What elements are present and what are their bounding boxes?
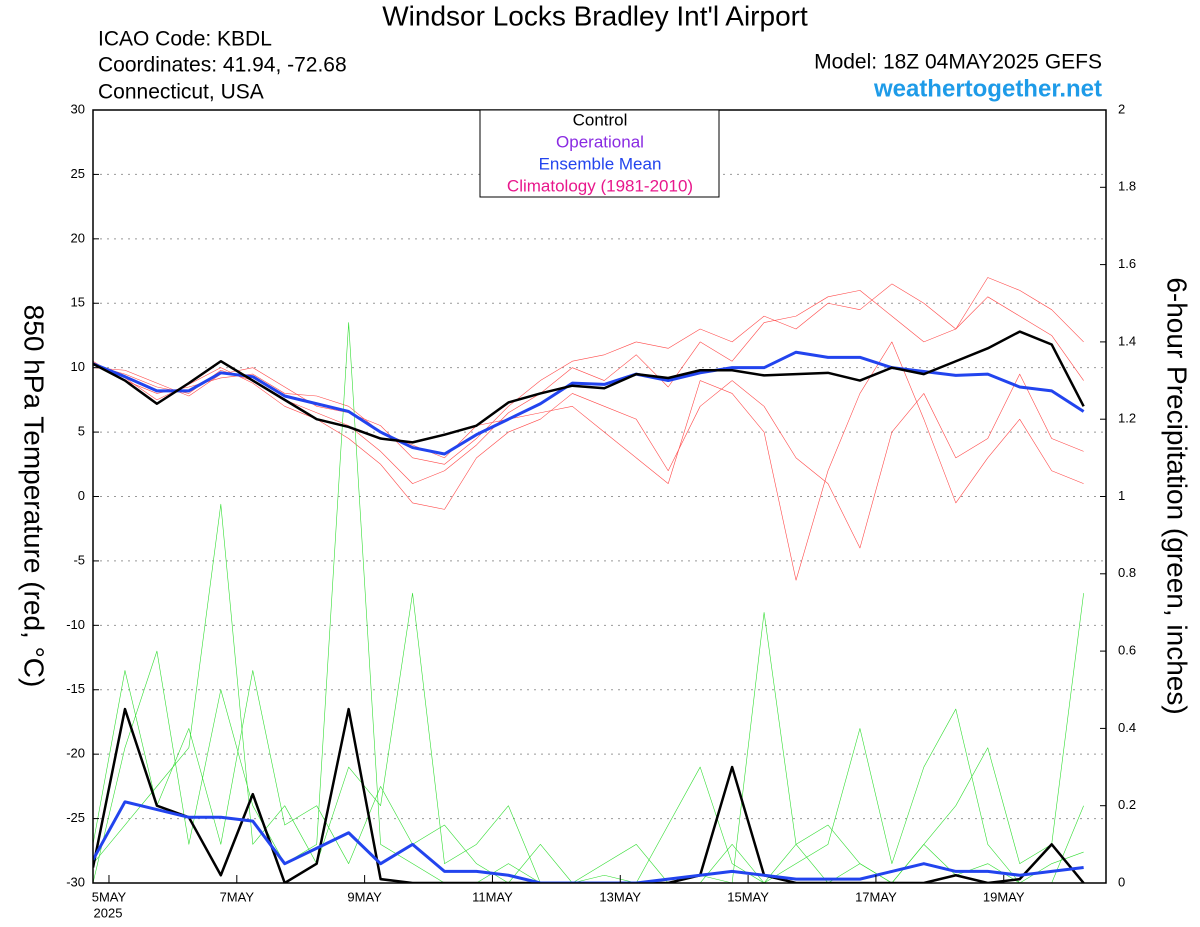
y-tick-label: -10: [66, 617, 85, 632]
y2-tick-label: 0: [1118, 874, 1125, 889]
y-tick-label: 15: [71, 295, 85, 310]
legend: Control Operational Ensemble Mean Climatolo…: [479, 109, 720, 198]
series-line: [93, 362, 1084, 549]
y2-tick-label: 1.6: [1118, 256, 1136, 271]
series-line: [93, 593, 1084, 883]
info-line: Coordinates: 41.94, -72.68: [98, 54, 347, 77]
x-tick-label: 9MAY: [347, 889, 382, 904]
y-tick-label: 25: [71, 166, 85, 181]
y-tick-label: -5: [73, 552, 85, 567]
y-tick-label: 5: [78, 424, 85, 439]
x-tick-label: 13MAY: [599, 889, 641, 904]
series-line: [93, 330, 1085, 444]
x-tick-label: 19MAY: [983, 889, 1025, 904]
chart-title: Windsor Locks Bradley Int'l Airport: [382, 0, 808, 31]
y2-tick-label: 1: [1118, 488, 1125, 503]
y-tick-label: -30: [66, 874, 85, 889]
x-year-label: 2025: [94, 905, 123, 920]
info-line: Connecticut, USA: [98, 81, 264, 104]
y-tick-label: 20: [71, 230, 85, 245]
y-tick-label: -20: [66, 746, 85, 761]
y-tick-label: 0: [78, 488, 85, 503]
y-tick-label: 10: [71, 359, 85, 374]
y-tick-label: -25: [66, 810, 85, 825]
x-tick-label: 11MAY: [472, 889, 513, 904]
y-tick-label: 30: [71, 101, 85, 116]
legend-entry: Ensemble Mean: [539, 154, 662, 173]
x-tick-label: 5MAY: [92, 889, 127, 904]
series-line: [93, 503, 1084, 883]
series-line: [93, 350, 1085, 456]
series-line: [93, 800, 1084, 883]
series-line: [93, 322, 1084, 883]
series-line: [93, 277, 1084, 465]
y2-tick-label: 0.8: [1118, 565, 1136, 580]
x-tick-label: 17MAY: [855, 889, 897, 904]
y2-tick-label: 0.6: [1118, 643, 1136, 658]
plot-area: [93, 110, 1106, 883]
y2-axis-label: 6-hour Precipitation (green, inches): [1162, 277, 1193, 714]
y-tick-label: -15: [66, 681, 85, 696]
legend-box: [479, 109, 720, 198]
info-line: ICAO Code: KBDL: [98, 28, 272, 51]
y2-tick-label: 2: [1118, 101, 1125, 116]
site-label: weathertogether.net: [873, 75, 1102, 102]
x-tick-label: 15MAY: [727, 889, 769, 904]
y2-tick-label: 1.2: [1118, 411, 1136, 426]
y2-tick-label: 0.2: [1118, 797, 1136, 812]
series-line: [93, 341, 1084, 581]
y2-tick-label: 0.4: [1118, 720, 1136, 735]
legend-entry: Operational: [556, 132, 644, 151]
y2-tick-label: 1.8: [1118, 179, 1136, 194]
x-tick-label: 7MAY: [220, 889, 255, 904]
legend-entry: Climatology (1981-2010): [507, 176, 693, 195]
model-label: Model: 18Z 04MAY2025 GEFS: [814, 51, 1102, 74]
legend-entry: Control: [573, 110, 628, 129]
series-line: [93, 707, 1085, 883]
y-axis-label: 850 hPa Temperature (red, °C): [19, 305, 50, 688]
y2-tick-label: 1.4: [1118, 333, 1136, 348]
